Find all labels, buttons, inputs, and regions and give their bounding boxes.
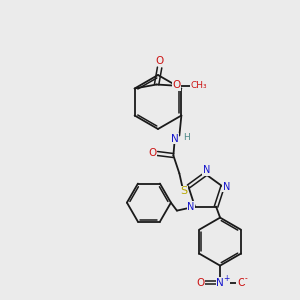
Text: -: - bbox=[245, 274, 247, 283]
Text: N: N bbox=[170, 134, 178, 143]
Text: O: O bbox=[237, 278, 245, 288]
Text: N: N bbox=[203, 165, 210, 175]
Text: N: N bbox=[216, 278, 224, 288]
Text: O: O bbox=[196, 278, 204, 288]
Text: O: O bbox=[172, 80, 181, 91]
Text: S: S bbox=[180, 187, 187, 196]
Text: CH₃: CH₃ bbox=[190, 81, 207, 90]
Text: O: O bbox=[155, 56, 164, 65]
Text: N: N bbox=[187, 202, 195, 212]
Text: O: O bbox=[148, 148, 157, 158]
Text: H: H bbox=[183, 133, 190, 142]
Text: +: + bbox=[223, 274, 229, 283]
Text: N: N bbox=[223, 182, 230, 191]
